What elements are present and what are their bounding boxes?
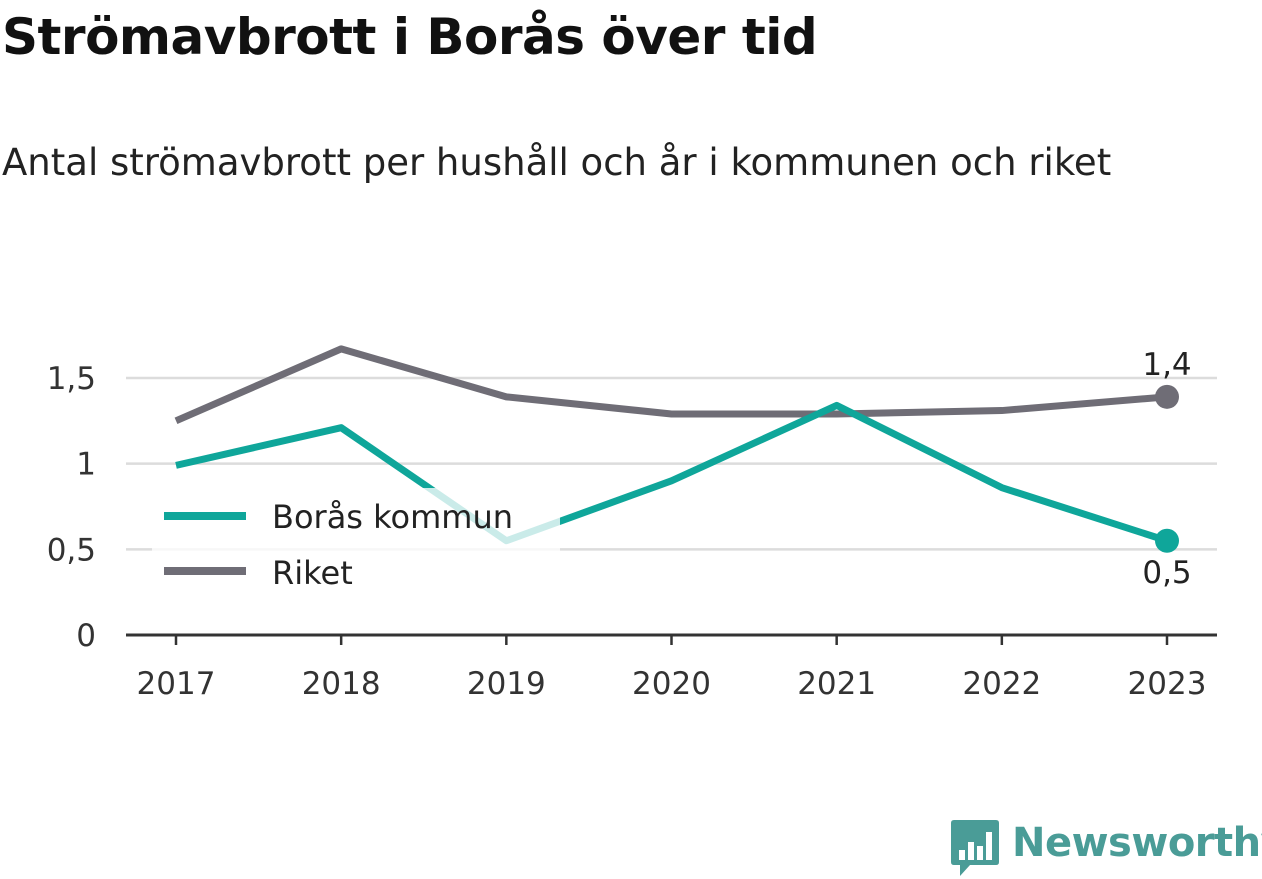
data-labels: 0,5 1,4 (1142, 347, 1191, 591)
x-tick-label: 2023 (1128, 666, 1207, 702)
y-tick-label: 0 (76, 618, 96, 654)
end-point-riket (1155, 384, 1179, 409)
series-lines (174, 345, 1179, 553)
end-label-riket: 1,4 (1142, 347, 1191, 383)
chart-title: Strömavbrott i Borås över tid (2, 8, 818, 66)
legend-label-boras: Borås kommun (272, 498, 513, 536)
end-label-boras: 0,5 (1142, 555, 1191, 591)
legend: Borås kommun Riket (152, 488, 560, 600)
x-tick-label: 2022 (962, 666, 1041, 702)
legend-background (152, 488, 560, 600)
x-tick-label: 2018 (302, 666, 381, 702)
series-line-riket (174, 345, 1168, 425)
newsworthy-logo-icon (951, 820, 999, 876)
y-axis-ticks: 0 0,5 1 1,5 (47, 361, 96, 654)
end-point-boras (1155, 528, 1179, 553)
x-tick-label: 2019 (467, 666, 546, 702)
x-tick-label: 2021 (797, 666, 876, 702)
series-line-boras (175, 401, 1169, 545)
y-tick-label: 1 (76, 447, 96, 483)
x-tick-label: 2020 (632, 666, 711, 702)
y-tick-label: 1,5 (47, 361, 96, 397)
x-axis-ticks: 2017 2018 2019 2020 2021 2022 2023 (137, 635, 1207, 702)
y-tick-label: 0,5 (47, 532, 96, 568)
chart-subtitle: Antal strömavbrott per hushåll och år i … (2, 141, 1112, 184)
legend-label-riket: Riket (272, 554, 353, 592)
newsworthy-logo: Newsworthy (950, 818, 1262, 879)
x-tick-label: 2017 (137, 666, 216, 702)
newsworthy-logo-text: Newsworthy (1012, 820, 1262, 866)
